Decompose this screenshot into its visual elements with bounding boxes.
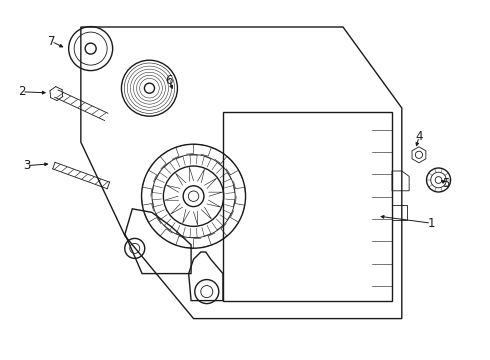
- Text: 6: 6: [165, 75, 173, 87]
- Text: 3: 3: [23, 159, 31, 172]
- Text: 5: 5: [442, 177, 450, 190]
- Text: 4: 4: [415, 130, 423, 143]
- Text: 2: 2: [18, 85, 26, 98]
- Text: 1: 1: [427, 217, 435, 230]
- Text: 7: 7: [48, 35, 55, 48]
